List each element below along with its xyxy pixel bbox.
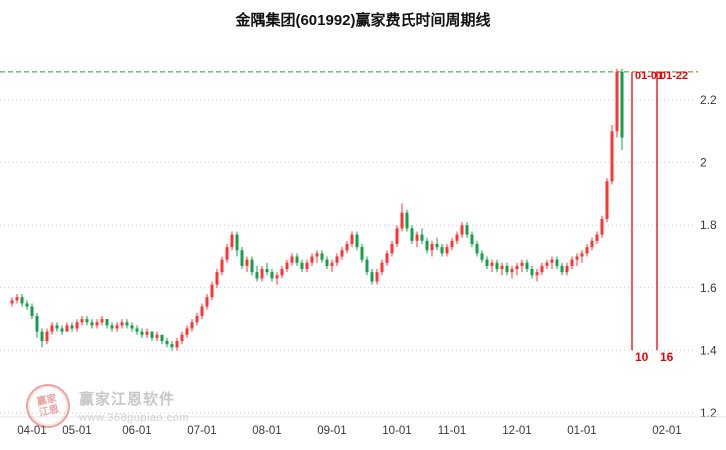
cycle-number-label: 16 [660, 350, 674, 364]
y-axis-label: 2 [700, 156, 707, 170]
x-axis-label: 05-01 [62, 425, 91, 437]
cycle-date-label: 01-22 [660, 70, 688, 82]
x-axis-label: 11-01 [438, 425, 467, 437]
y-axis-label: 1.6 [700, 281, 717, 295]
y-axis-label: 1.2 [700, 406, 717, 420]
y-axis-label: 1.4 [700, 343, 717, 357]
x-axis-label: 08-01 [252, 425, 281, 437]
x-axis-label: 02-01 [652, 425, 681, 437]
cycle-lines-layer: 01-01 10 01-22 16 [631, 70, 688, 364]
x-axis-label: 01-01 [567, 425, 596, 437]
x-axis-label: 06-01 [122, 425, 151, 437]
cycle-date-label: 01-01 [635, 70, 663, 82]
grid-layer: 2.2 2 1.8 1.6 1.4 1.2 04-01 05-01 06-01 07-01 08-0… [0, 93, 726, 437]
cycle-number-label: 10 [635, 350, 649, 364]
candles-layer [10, 68, 624, 351]
y-axis-label: 2.2 [700, 93, 717, 107]
x-axis-label: 09-01 [317, 425, 346, 437]
x-axis-label: 04-01 [17, 425, 46, 437]
x-axis-label: 07-01 [187, 425, 216, 437]
x-axis-label: 12-01 [502, 425, 531, 437]
y-axis-label: 1.8 [700, 218, 717, 232]
x-axis-label: 10-01 [382, 425, 411, 437]
page-title: 金隅集团(601992)赢家费氏时间周期线 [235, 12, 491, 29]
